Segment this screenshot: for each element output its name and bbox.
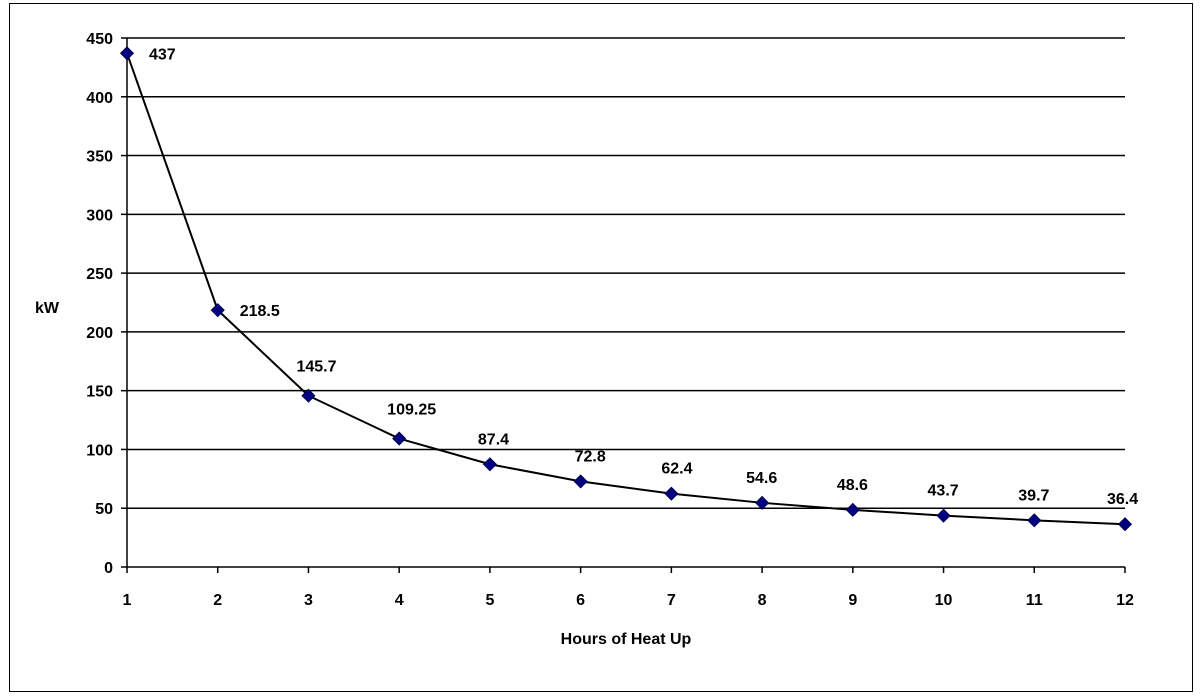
y-tick-label: 250 — [86, 266, 113, 283]
data-label: 437 — [149, 46, 176, 63]
x-tick-label: 11 — [1026, 592, 1043, 609]
data-point-marker — [210, 303, 225, 318]
axes — [126, 38, 1125, 568]
y-tick-label: 0 — [104, 560, 113, 577]
data-point-marker — [755, 495, 770, 510]
x-axis-title: Hours of Heat Up — [561, 631, 692, 648]
data-label: 145.7 — [296, 359, 336, 376]
data-point-marker — [1027, 513, 1042, 528]
x-tick-label: 7 — [667, 592, 676, 609]
x-tick-label: 5 — [485, 592, 494, 609]
series-line — [126, 52, 1126, 526]
y-tick-label: 50 — [95, 501, 113, 518]
y-tick-label: 450 — [86, 31, 113, 48]
y-tick-label: 300 — [86, 207, 113, 224]
data-point-marker — [1117, 517, 1133, 532]
x-tick-label: 10 — [935, 592, 953, 609]
y-axis-title: kW — [35, 300, 60, 317]
data-point-marker — [482, 457, 497, 472]
data-point-marker — [301, 388, 316, 403]
x-tick-label: 12 — [1116, 592, 1134, 609]
data-label: 39.7 — [1018, 487, 1049, 504]
data-label: 43.7 — [928, 483, 959, 500]
data-label: 72.8 — [575, 448, 606, 465]
data-point-marker — [119, 46, 135, 61]
gridlines — [127, 37, 1125, 509]
data-point-marker — [664, 486, 679, 501]
data-point-marker — [392, 431, 407, 446]
y-tick-label: 200 — [86, 325, 113, 342]
data-point-marker — [573, 474, 588, 489]
x-tick-label: 1 — [123, 592, 132, 609]
y-tick-label: 350 — [86, 149, 113, 166]
data-label: 218.5 — [240, 303, 280, 320]
data-labels: 437 218.5 145.7 109.25 87.4 72.8 62.4 54.6 48.6 4… — [149, 46, 1138, 508]
data-point-marker — [845, 502, 860, 517]
y-tick-label: 150 — [86, 384, 113, 401]
y-tick-label: 400 — [86, 90, 113, 107]
data-label: 48.6 — [837, 477, 868, 494]
x-tick-label: 6 — [576, 592, 585, 609]
data-label: 87.4 — [478, 431, 509, 448]
series — [119, 46, 1133, 532]
data-label: 109.25 — [387, 402, 436, 419]
x-tick-label: 4 — [395, 592, 404, 609]
data-label: 36.4 — [1107, 491, 1138, 508]
x-tick-label: 9 — [848, 592, 857, 609]
x-tick-label: 3 — [304, 592, 313, 609]
data-label: 62.4 — [661, 461, 692, 478]
data-point-marker — [936, 508, 951, 523]
x-tick-labels: 1 2 3 4 5 6 7 8 9 10 11 12 — [123, 567, 1134, 609]
data-label: 54.6 — [746, 470, 777, 487]
y-tick-labels: 0 50 100 150 200 250 300 350 400 450 — [86, 31, 127, 577]
x-tick-label: 2 — [213, 592, 222, 609]
x-tick-label: 8 — [758, 592, 767, 609]
y-tick-label: 100 — [86, 442, 113, 459]
chart-frame — [9, 3, 1193, 692]
